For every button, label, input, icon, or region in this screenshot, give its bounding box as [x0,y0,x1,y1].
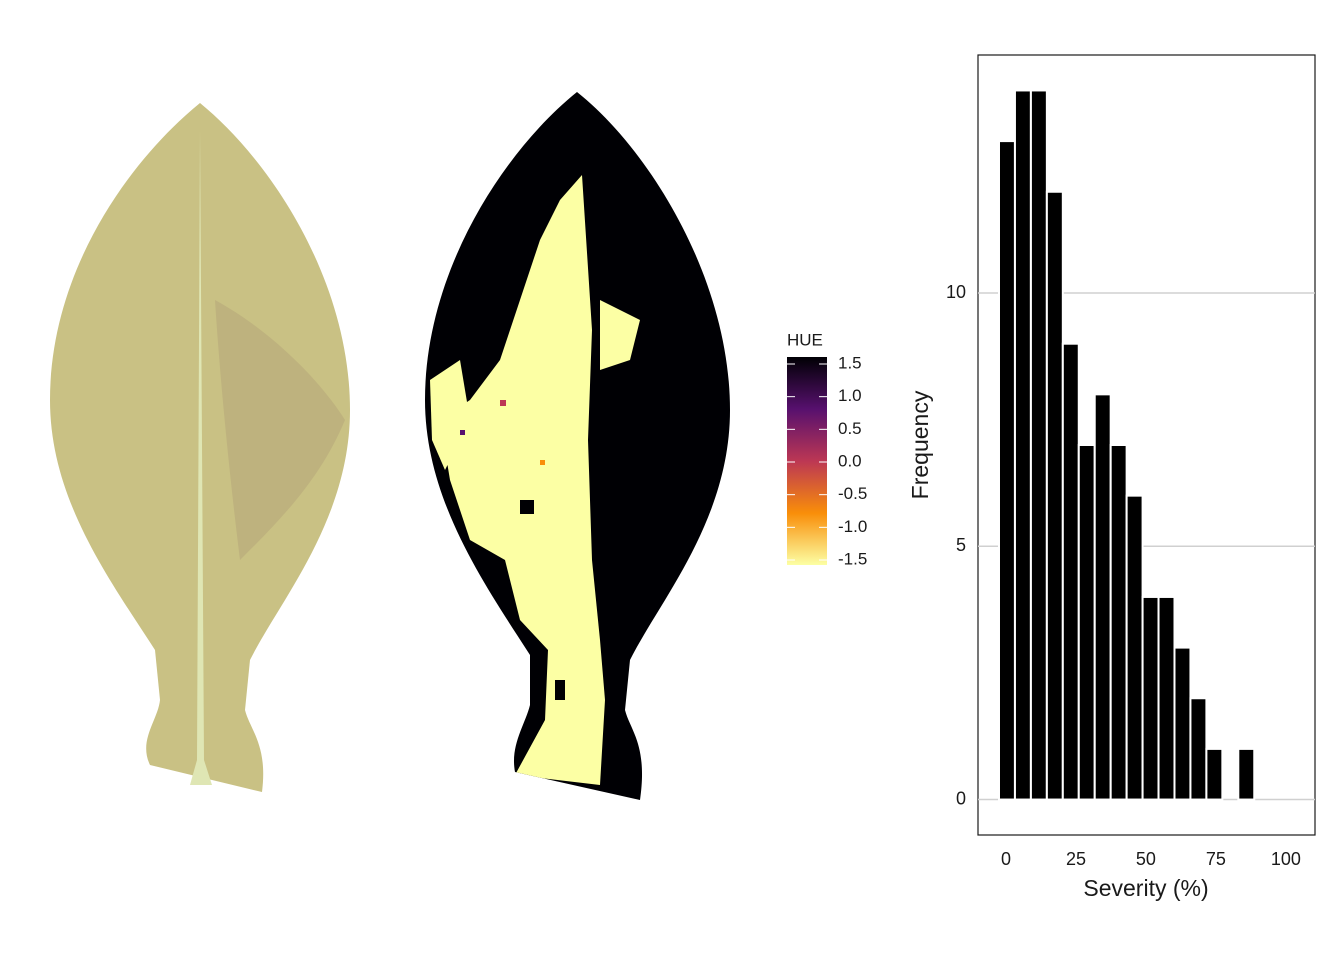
legend-title: HUE [787,330,823,349]
bar [1205,747,1224,801]
healthy-patch [600,300,640,370]
healthy-patch [430,360,470,470]
y-tick-label: 10 [946,282,966,302]
colorbar-label: -1.0 [838,517,867,536]
x-tick-label: 50 [1136,849,1156,869]
x-tick-label: 0 [1001,849,1011,869]
bar [1109,444,1128,801]
colorbar [787,357,827,565]
lesion [540,460,545,465]
y-tick-label: 5 [956,535,966,555]
bar [1173,646,1192,801]
x-tick-label: 25 [1066,849,1086,869]
leaf-shade [215,300,345,560]
bar [1077,444,1096,801]
lesion [520,500,534,514]
leaf-image [50,103,350,792]
leaf-healthy-area [430,175,640,785]
bar [1013,89,1032,801]
colorbar-label: 1.0 [838,386,862,405]
bar [1237,747,1256,801]
healthy-region [440,175,605,785]
colorbar-label: 0.0 [838,451,862,470]
bar [1189,697,1208,801]
bar [1061,342,1080,801]
bar [1141,595,1160,801]
lesion [555,680,565,700]
bar [1157,595,1176,801]
x-tick-label: 100 [1271,849,1301,869]
bar [1045,190,1064,801]
y-axis-title: Frequency [907,390,933,499]
y-tick-label: 0 [956,788,966,808]
lesion [460,430,465,435]
hue-map [425,92,730,800]
x-tick-label: 75 [1206,849,1226,869]
lesion [500,400,506,406]
colorbar-label: -0.5 [838,484,867,503]
colorbar-label: 1.5 [838,353,862,372]
bar [1125,494,1144,801]
bar [997,140,1016,801]
plot-frame [977,54,1316,836]
leaf-midrib [190,130,212,785]
bar [1093,393,1112,801]
colorbar-label: 0.5 [838,419,862,438]
x-axis-title: Severity (%) [1083,875,1208,901]
colorbar-label: -1.5 [838,549,867,568]
bar [1029,89,1048,801]
